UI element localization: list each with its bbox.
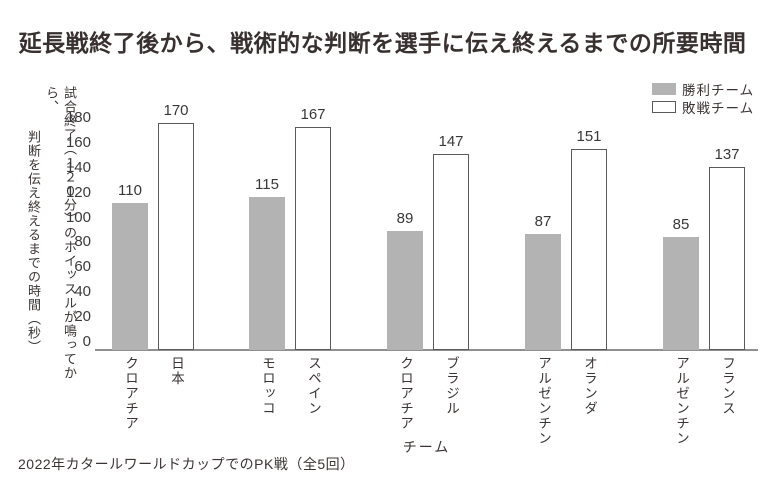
legend-win-swatch (652, 82, 676, 95)
bar-value-label: 110 (118, 182, 142, 200)
y-axis-tick-100: 100 (65, 208, 91, 226)
x-tick-label: オランダ (582, 356, 597, 416)
bar-value-label: 85 (672, 215, 690, 233)
bar-lose-ブラジル (433, 154, 469, 350)
legend-item-lose: 敗戦チーム (652, 99, 755, 116)
bar-win-アルゼンチン (663, 236, 699, 350)
x-tick-label: フランス (720, 356, 735, 416)
x-axis-title: チーム (402, 439, 451, 455)
legend-win-label: 勝利チーム (682, 82, 755, 98)
y-axis-tick-40: 40 (74, 283, 91, 301)
y-axis-tick-160: 160 (65, 133, 91, 151)
bar-value-label: 170 (163, 102, 189, 120)
bar-win-アルゼンチン (525, 234, 561, 350)
bar-value-label: 87 (534, 213, 552, 230)
y-axis-tick-20: 20 (74, 308, 91, 326)
legend-lose-label: 敗戦チーム (682, 100, 755, 116)
x-tick-label: スペイン (306, 356, 321, 416)
legend-item-win: 勝利チーム (652, 81, 755, 98)
y-axis-title-line-2: 判断を伝え終えるまでの時間（秒） (26, 130, 41, 354)
x-axis-line (95, 349, 758, 351)
x-tick-label: クロアチア (123, 356, 138, 431)
y-axis-tick-60: 60 (74, 258, 91, 276)
bar-lose-スペイン (295, 127, 331, 350)
bar-value-label: 147 (438, 133, 464, 150)
legend: 勝利チーム 敗戦チーム (652, 81, 754, 117)
y-axis-title-line-1: 試合終了（１２０分）のホイッスルが鳴ってから、 (44, 86, 77, 380)
footnote: 2022年カタールワールドカップでのPK戦（全5回） (18, 456, 355, 472)
bar-lose-日本 (158, 123, 194, 350)
chart-title: 延長戦終了後から、戦術的な判断を選手に伝え終えるまでの所要時間 (18, 30, 747, 56)
x-tick-label: モロッコ (260, 356, 275, 416)
y-axis-tick-180: 180 (65, 108, 91, 126)
x-tick-label: 日本 (169, 356, 184, 386)
x-tick-label: アルゼンチン (674, 356, 689, 446)
bar-value-label: 137 (714, 146, 740, 164)
x-tick-label: クロアチア (398, 356, 413, 431)
bar-win-クロアチア (112, 203, 148, 350)
y-axis-tick-120: 120 (65, 183, 91, 201)
bar-value-label: 151 (576, 127, 602, 145)
bar-win-クロアチア (387, 231, 423, 350)
bar-lose-オランダ (571, 148, 607, 350)
x-tick-label: アルゼンチン (536, 356, 551, 446)
y-axis-tick-140: 140 (65, 158, 91, 176)
x-tick-label: ブラジル (444, 356, 459, 416)
y-axis-tick-0: 0 (82, 333, 91, 350)
y-axis-title: 試合終了（１２０分）のホイッスルが鳴ってから、 判断を伝え終えるまでの時間（秒） (24, 86, 78, 396)
y-axis-tick-80: 80 (74, 233, 91, 251)
bar-lose-フランス (709, 167, 745, 350)
bar-value-label: 115 (255, 175, 279, 193)
legend-lose-swatch (652, 100, 676, 113)
bar-value-label: 89 (396, 210, 414, 228)
bar-win-モロッコ (249, 196, 285, 350)
bar-value-label: 167 (300, 106, 326, 124)
